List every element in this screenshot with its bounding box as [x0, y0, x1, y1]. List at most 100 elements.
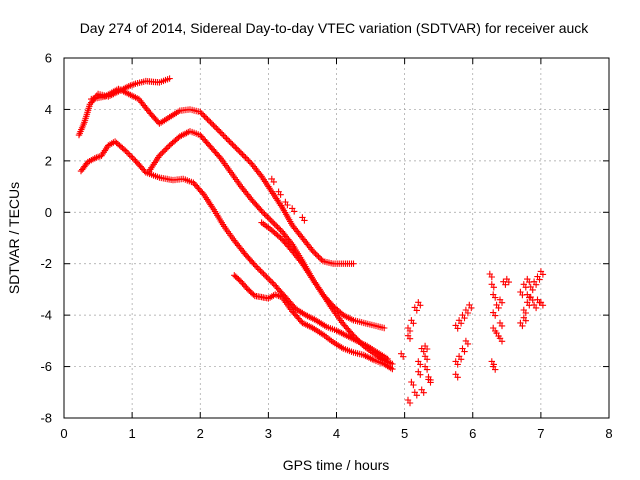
data-point: [254, 264, 261, 272]
y-tick-label: 4: [45, 102, 52, 117]
data-point: [258, 207, 265, 215]
data-point: [259, 209, 267, 216]
data-point: [498, 322, 506, 330]
data-point: [271, 221, 278, 228]
data-point: [211, 123, 218, 130]
data-point: [532, 304, 540, 312]
y-tick-label: -4: [40, 308, 52, 323]
data-point: [381, 324, 388, 332]
data-point: [356, 338, 363, 345]
data-point: [406, 399, 414, 407]
x-tick-label: 5: [401, 426, 408, 441]
data-point: [277, 191, 284, 198]
data-point: [265, 215, 273, 222]
y-tick-label: -6: [40, 359, 52, 374]
chart-title: Day 274 of 2014, Sidereal Day-to-day VTE…: [80, 20, 590, 36]
data-point: [420, 389, 427, 396]
data-point: [522, 317, 529, 324]
data-point: [156, 152, 163, 159]
data-point: [495, 304, 502, 312]
data-point: [267, 278, 274, 285]
data-point: [210, 122, 217, 129]
data-point: [125, 150, 132, 157]
x-tick-label: 7: [537, 426, 544, 441]
data-point: [488, 273, 495, 281]
x-axis-title: GPS time / hours: [283, 457, 390, 473]
data-point: [216, 127, 223, 135]
data-point: [406, 335, 414, 342]
data-point: [270, 280, 277, 288]
data-point: [162, 146, 169, 153]
data-point: [275, 225, 283, 232]
data-point: [205, 117, 213, 124]
x-tick-label: 6: [469, 426, 476, 441]
data-point: [120, 146, 128, 153]
data-point: [413, 307, 420, 314]
data-point: [250, 260, 257, 267]
data-point: [253, 263, 260, 270]
data-point: [274, 224, 281, 231]
data-point: [502, 281, 509, 288]
data-point: [350, 332, 357, 339]
data-point: [349, 331, 356, 338]
points-layer: [75, 75, 547, 407]
data-point: [216, 153, 223, 160]
data-point: [159, 149, 166, 156]
data-point: [406, 327, 414, 335]
data-point: [157, 151, 164, 158]
data-point: [122, 147, 129, 154]
data-point: [498, 299, 506, 306]
data-point: [126, 151, 133, 159]
data-point: [242, 154, 249, 161]
data-point: [123, 148, 130, 156]
data-point: [357, 339, 364, 347]
data-point: [236, 277, 243, 284]
data-point: [202, 114, 210, 122]
data-point: [492, 294, 499, 301]
data-point: [264, 213, 271, 221]
data-point: [239, 280, 246, 287]
data-point: [351, 334, 359, 341]
data-point: [519, 322, 526, 330]
data-point: [316, 255, 324, 262]
data-point: [260, 270, 267, 277]
data-point: [350, 260, 357, 267]
data-point: [359, 341, 366, 348]
data-point: [257, 206, 264, 213]
data-point: [269, 279, 276, 286]
data-point: [268, 218, 275, 225]
data-point: [291, 208, 298, 215]
data-point: [492, 312, 499, 319]
tick-layer: 0 1 2 3 4 5 6 7 8 -8 -6 -4 -2 0 2 4 6: [40, 51, 612, 442]
data-point: [420, 348, 427, 355]
data-point: [240, 281, 247, 288]
data-point: [267, 216, 274, 223]
data-point: [410, 320, 417, 327]
data-point: [318, 256, 325, 263]
data-point: [261, 210, 268, 218]
data-point: [454, 374, 461, 381]
data-point: [417, 361, 424, 368]
data-point: [315, 253, 322, 260]
data-point: [457, 356, 465, 363]
data-point: [519, 291, 526, 299]
data-point: [243, 155, 251, 163]
data-point: [257, 267, 264, 275]
x-tick-label: 1: [129, 426, 136, 441]
data-point: [221, 133, 229, 141]
data-point: [417, 371, 424, 378]
data-point: [264, 275, 272, 282]
x-tick-label: 8: [605, 426, 612, 441]
data-point: [353, 335, 360, 342]
data-point: [227, 139, 235, 147]
data-point: [410, 381, 417, 389]
data-point: [235, 147, 242, 154]
data-point: [461, 314, 468, 322]
data-point: [532, 281, 540, 288]
data-point: [301, 217, 308, 224]
data-point: [230, 142, 237, 149]
y-tick-label: -8: [40, 411, 52, 426]
data-point: [263, 273, 270, 280]
data-point: [454, 325, 461, 332]
data-point: [277, 234, 284, 242]
